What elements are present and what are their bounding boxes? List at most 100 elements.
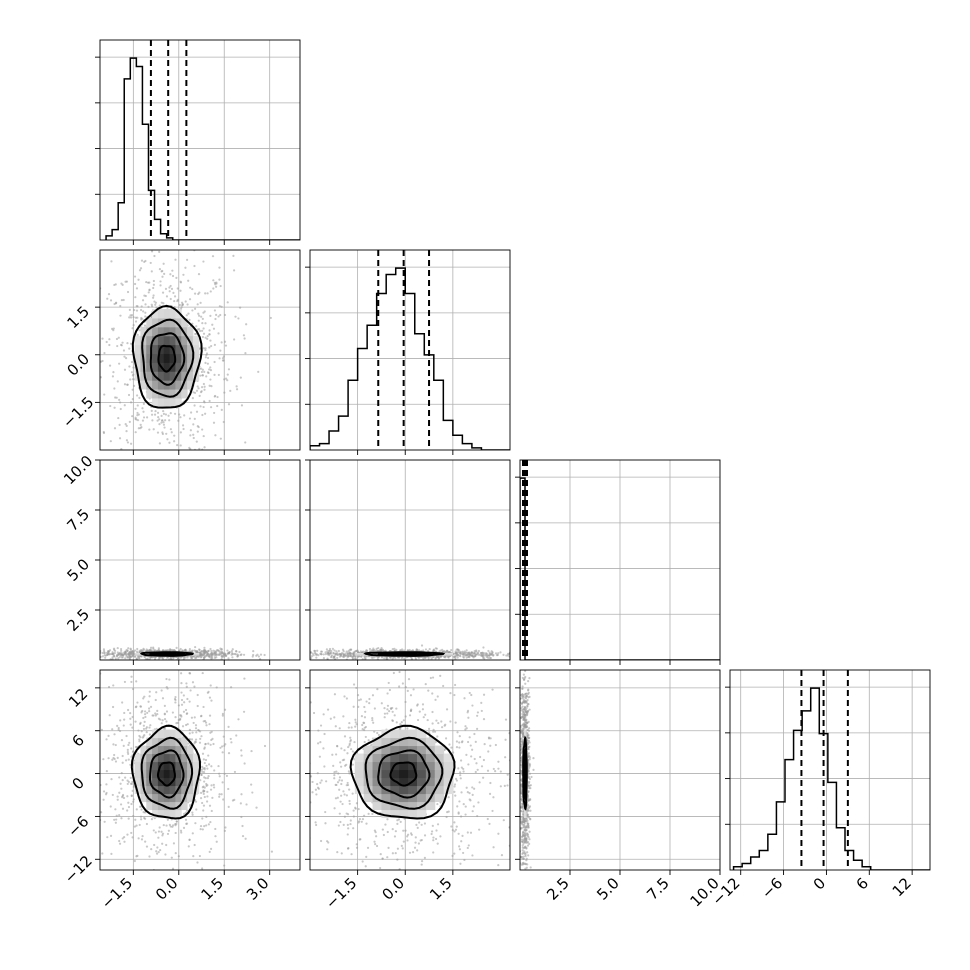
- density-cell: [181, 335, 188, 346]
- scatter-point: [525, 818, 528, 821]
- density-cell: [163, 353, 171, 363]
- scatter-point: [460, 791, 463, 794]
- scatter-point: [165, 432, 168, 435]
- scatter-point: [85, 655, 87, 657]
- scatter-point: [223, 378, 226, 381]
- scatter-point: [127, 801, 130, 804]
- scatter-point: [142, 648, 146, 651]
- scatter-point: [131, 715, 134, 719]
- scatter-point: [343, 749, 346, 752]
- scatter-point: [201, 752, 205, 755]
- scatter-point: [521, 710, 525, 713]
- scatter-point: [202, 347, 205, 350]
- scatter-point: [132, 316, 135, 319]
- scatter-point: [198, 394, 201, 397]
- scatter-point: [92, 894, 94, 896]
- scatter-point: [166, 818, 169, 821]
- scatter-point: [127, 817, 130, 820]
- scatter-point: [154, 712, 157, 715]
- scatter-point: [171, 867, 175, 870]
- scatter-point: [113, 818, 116, 821]
- scatter-point: [524, 832, 527, 835]
- scatter-point: [152, 646, 155, 649]
- scatter-point: [149, 646, 153, 649]
- scatter-point: [114, 760, 118, 763]
- scatter-point: [370, 649, 373, 652]
- scatter-point: [184, 708, 188, 712]
- scatter-point: [188, 671, 191, 675]
- scatter-point: [56, 656, 58, 658]
- scatter-point: [143, 816, 146, 820]
- scatter-point: [129, 653, 132, 656]
- scatter-point: [187, 845, 190, 848]
- scatter-point: [179, 289, 182, 292]
- density-cell: [181, 380, 188, 390]
- scatter-point: [94, 387, 96, 389]
- scatter-point: [428, 875, 430, 877]
- scatter-point: [193, 417, 196, 420]
- density-cell: [163, 737, 171, 747]
- scatter-point: [161, 842, 164, 845]
- scatter-point: [227, 752, 231, 755]
- scatter-point: [329, 717, 332, 720]
- scatter-point: [512, 654, 514, 656]
- scatter-point: [212, 287, 215, 290]
- scatter-point: [489, 781, 492, 785]
- scatter-point: [391, 657, 394, 660]
- scatter-point: [116, 756, 119, 759]
- density-cell: [169, 729, 176, 739]
- scatter-point: [467, 844, 470, 847]
- scatter-point: [417, 842, 420, 845]
- scatter-point: [286, 811, 288, 813]
- scatter-point: [433, 660, 435, 662]
- scatter-point: [164, 419, 167, 422]
- scatter-point: [194, 738, 198, 741]
- scatter-point: [335, 770, 338, 773]
- x-tick-label: 7.5: [643, 874, 673, 904]
- scatter-point: [205, 782, 208, 786]
- scatter-point: [133, 282, 137, 286]
- scatter-point: [135, 287, 139, 290]
- scatter-point: [469, 831, 473, 834]
- scatter-point: [368, 697, 371, 701]
- density-cell: [175, 809, 182, 819]
- scatter-point: [182, 427, 185, 431]
- scatter-point: [422, 649, 425, 652]
- scatter-point: [199, 824, 203, 828]
- scatter-point: [526, 851, 529, 854]
- scatter-point: [383, 707, 386, 710]
- x-tick-label: 0.0: [152, 874, 182, 904]
- scatter-point: [110, 260, 113, 263]
- scatter-point: [220, 655, 223, 658]
- scatter-point: [206, 652, 209, 655]
- scatter-point: [201, 374, 204, 377]
- scatter-point: [165, 720, 168, 723]
- scatter-point: [159, 500, 161, 502]
- scatter-point: [526, 797, 530, 800]
- scatter-point: [125, 424, 128, 427]
- contour-line: [156, 761, 176, 787]
- scatter-point: [131, 726, 134, 729]
- scatter-point: [202, 809, 205, 812]
- scatter-point: [169, 297, 172, 301]
- scatter-point: [250, 783, 253, 786]
- scatter-point: [168, 648, 172, 651]
- scatter-point: [482, 646, 485, 649]
- scatter-point: [120, 787, 123, 790]
- scatter-point: [202, 327, 205, 330]
- density-cell: [408, 785, 418, 795]
- scatter-point: [333, 693, 337, 696]
- scatter-point: [212, 421, 216, 424]
- scatter-point: [115, 337, 119, 341]
- scatter-point: [131, 687, 135, 691]
- scatter-point: [111, 375, 115, 378]
- scatter-point: [110, 778, 113, 781]
- scatter-point: [219, 746, 222, 749]
- scatter-point: [454, 683, 457, 687]
- scatter-point: [191, 832, 194, 835]
- scatter-point: [71, 812, 73, 814]
- scatter-point: [196, 861, 199, 864]
- scatter-point: [187, 312, 190, 315]
- scatter-point: [184, 266, 187, 269]
- scatter-point: [250, 909, 252, 911]
